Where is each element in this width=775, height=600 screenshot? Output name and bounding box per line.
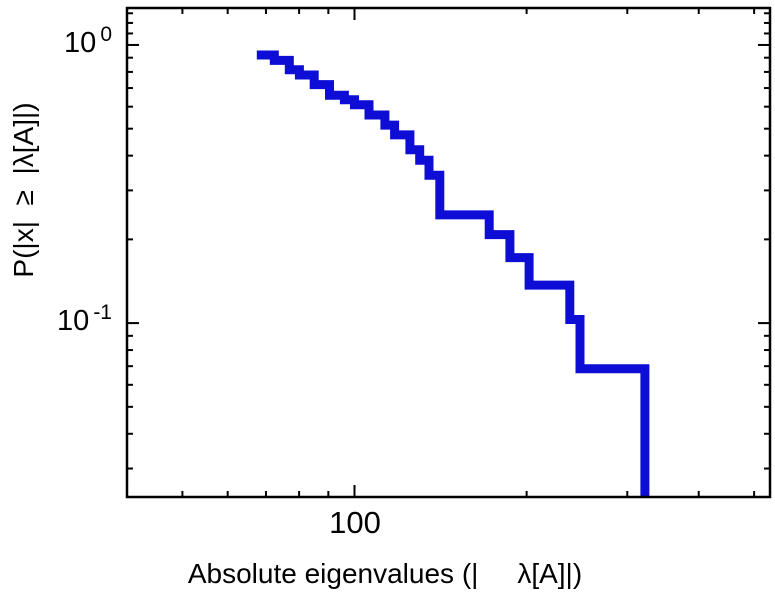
ccdf-step-line <box>256 50 650 497</box>
y-tick-base: 10 <box>57 304 90 337</box>
x-axis-title: Absolute eigenvalues (| λ[A]|) <box>187 558 583 589</box>
y-axis-title: P(|x| ≥ |λ[A]|) <box>8 102 39 278</box>
x-tick-label-100: 100 <box>329 505 381 540</box>
y-tick-exponent: -1 <box>93 300 112 324</box>
y-tick-label-1e0: 10 0 <box>64 23 112 60</box>
y-tick-exponent: 0 <box>100 22 112 46</box>
y-tick-label-1e-1: 10 -1 <box>57 301 112 338</box>
plot-frame <box>125 6 772 499</box>
y-tick-base: 10 <box>64 26 97 59</box>
